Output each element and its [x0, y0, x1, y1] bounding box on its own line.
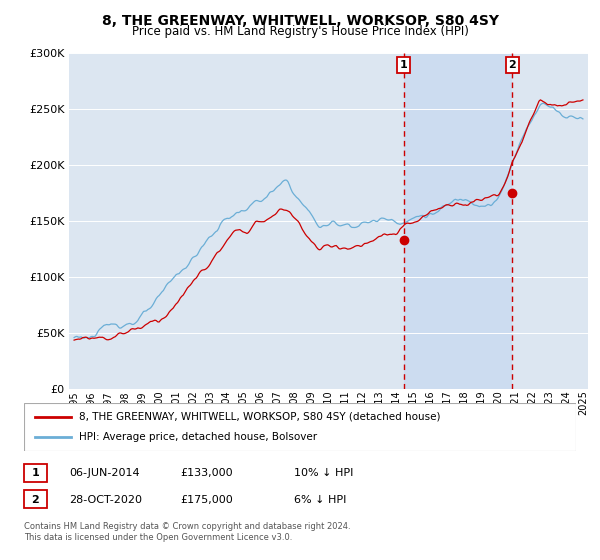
Text: 8, THE GREENWAY, WHITWELL, WORKSOP, S80 4SY: 8, THE GREENWAY, WHITWELL, WORKSOP, S80 …	[101, 14, 499, 28]
Text: 10% ↓ HPI: 10% ↓ HPI	[294, 468, 353, 478]
Text: 28-OCT-2020: 28-OCT-2020	[69, 494, 142, 505]
Text: 6% ↓ HPI: 6% ↓ HPI	[294, 494, 346, 505]
Text: £175,000: £175,000	[180, 494, 233, 505]
Text: 2: 2	[508, 60, 516, 70]
Text: 1: 1	[32, 468, 39, 478]
Bar	[404, 53, 512, 389]
FancyBboxPatch shape	[24, 403, 576, 451]
Text: £133,000: £133,000	[180, 468, 233, 478]
Text: Price paid vs. HM Land Registry's House Price Index (HPI): Price paid vs. HM Land Registry's House …	[131, 25, 469, 38]
Text: 1: 1	[400, 60, 407, 70]
Text: This data is licensed under the Open Government Licence v3.0.: This data is licensed under the Open Gov…	[24, 533, 292, 542]
Text: 8, THE GREENWAY, WHITWELL, WORKSOP, S80 4SY (detached house): 8, THE GREENWAY, WHITWELL, WORKSOP, S80 …	[79, 412, 440, 422]
Text: HPI: Average price, detached house, Bolsover: HPI: Average price, detached house, Bols…	[79, 432, 317, 442]
Text: 06-JUN-2014: 06-JUN-2014	[69, 468, 140, 478]
Text: 2: 2	[32, 494, 39, 505]
Text: Contains HM Land Registry data © Crown copyright and database right 2024.: Contains HM Land Registry data © Crown c…	[24, 522, 350, 531]
